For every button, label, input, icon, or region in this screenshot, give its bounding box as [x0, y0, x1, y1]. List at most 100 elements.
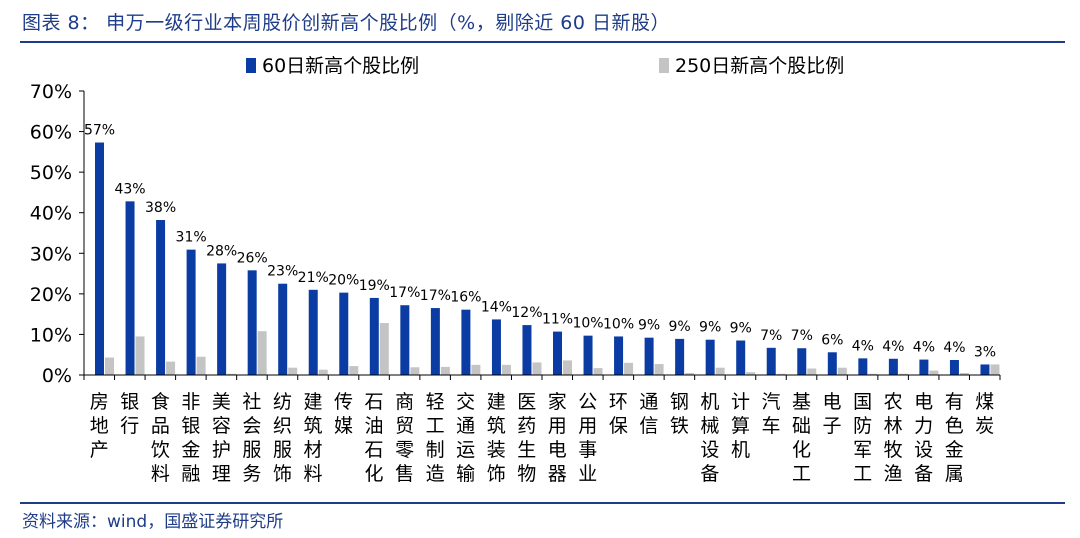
bar-250d	[593, 368, 603, 375]
bar-250d	[746, 372, 756, 375]
source-note: 资料来源：wind，国盛证券研究所	[22, 512, 284, 532]
data-label: 20%	[328, 273, 359, 289]
bar-250d	[257, 331, 267, 375]
bar-60d	[461, 309, 471, 375]
data-label: 38%	[145, 200, 176, 216]
legend-label-250d: 250日新高个股比例	[675, 55, 844, 77]
bar-60d	[705, 339, 715, 375]
bar-250d	[563, 360, 572, 375]
bar-60d	[919, 359, 929, 375]
category-label: 家用电器	[548, 391, 567, 485]
y-tick-label: 50%	[30, 162, 72, 184]
bar-250d	[837, 367, 847, 375]
category-label: 电子	[823, 391, 842, 437]
category-label: 农林牧渔	[884, 391, 903, 485]
bar-60d	[156, 220, 166, 375]
data-label: 9%	[730, 321, 752, 337]
bar-60d	[186, 249, 196, 375]
legend-swatch-250d	[659, 58, 669, 73]
bar-60d	[949, 359, 959, 375]
category-label: 食品饮料	[151, 391, 170, 485]
bar-60d	[583, 335, 593, 375]
data-label: 16%	[450, 290, 481, 306]
data-label: 57%	[84, 123, 115, 139]
bar-250d	[410, 367, 420, 375]
bar-60d	[614, 336, 624, 375]
y-tick-label: 40%	[30, 203, 72, 225]
category-label: 机械设备	[700, 391, 719, 485]
category-label: 医药生物	[517, 391, 536, 485]
bar-60d	[308, 289, 318, 375]
data-label: 4%	[913, 340, 935, 356]
bar-60d	[888, 358, 898, 375]
bar-60d	[858, 358, 868, 375]
data-label: 11%	[542, 312, 573, 328]
data-label: 4%	[882, 339, 904, 355]
bar-250d	[349, 366, 359, 375]
bars	[95, 142, 1000, 375]
bar-250d	[105, 357, 114, 375]
bar-60d	[95, 142, 104, 375]
y-tick-label: 60%	[30, 122, 72, 144]
category-label: 环保	[609, 391, 628, 437]
bar-60d	[766, 347, 776, 375]
bar-250d	[440, 366, 450, 375]
bar-250d	[196, 356, 206, 375]
data-label: 17%	[389, 285, 420, 301]
category-label: 通信	[639, 391, 658, 437]
bar-60d	[247, 270, 257, 375]
bar-250d	[135, 336, 145, 375]
bar-60d	[797, 348, 807, 375]
data-label: 6%	[821, 332, 843, 348]
bar-250d	[532, 362, 542, 375]
bar-250d	[685, 372, 695, 375]
bar-60d	[675, 338, 685, 375]
category-label: 交通运输	[456, 391, 475, 485]
category-label: 房地产	[90, 391, 109, 461]
bar-250d	[776, 373, 786, 375]
bar-250d	[868, 373, 878, 375]
bar-250d	[318, 369, 328, 375]
bar-250d	[807, 368, 817, 375]
bar-250d	[715, 367, 725, 375]
data-label: 43%	[114, 181, 145, 197]
bar-chart: 60日新高个股比例 250日新高个股比例 0% 10% 20% 30% 40% 50% 60…	[30, 55, 1001, 485]
category-label: 钢铁	[670, 391, 689, 437]
bar-250d	[227, 373, 237, 375]
title-divider	[20, 41, 1065, 43]
bar-60d	[736, 340, 746, 375]
bar-60d	[980, 364, 990, 375]
legend-label-60d: 60日新高个股比例	[262, 55, 419, 77]
legend: 60日新高个股比例 250日新高个股比例	[246, 55, 844, 77]
category-label: 有色金属	[945, 391, 964, 485]
bar-250d	[990, 364, 1000, 375]
bar-250d	[959, 372, 969, 375]
y-tick-label: 20%	[30, 284, 72, 306]
bar-250d	[379, 323, 389, 375]
category-label: 商贸零售	[395, 391, 414, 485]
data-label: 21%	[298, 270, 329, 286]
category-label: 建筑装饰	[487, 391, 506, 485]
data-label: 4%	[852, 338, 874, 354]
data-label: 9%	[638, 318, 660, 334]
category-label: 传媒	[334, 391, 353, 437]
data-label: 17%	[420, 288, 451, 304]
bar-60d	[369, 297, 379, 375]
bar-250d	[166, 361, 176, 375]
data-label: 19%	[359, 278, 390, 294]
data-label: 3%	[974, 344, 996, 360]
data-labels: 57%43%38%31%28% 26%23% 21% 20% 19% 17% 17% 16%1…	[84, 123, 996, 361]
bar-60d	[522, 325, 532, 375]
bar-60d	[430, 308, 440, 375]
bar-60d	[125, 201, 135, 375]
bar-60d	[278, 283, 288, 375]
bar-60d	[553, 331, 562, 375]
data-label: 10%	[603, 316, 634, 332]
category-label: 美容护理	[212, 391, 231, 485]
category-label: 银行	[120, 391, 139, 437]
data-label: 10%	[572, 316, 603, 332]
data-label: 28%	[206, 243, 237, 259]
data-label: 14%	[481, 299, 512, 315]
bar-60d	[217, 263, 227, 375]
category-label: 煤炭	[975, 391, 994, 437]
